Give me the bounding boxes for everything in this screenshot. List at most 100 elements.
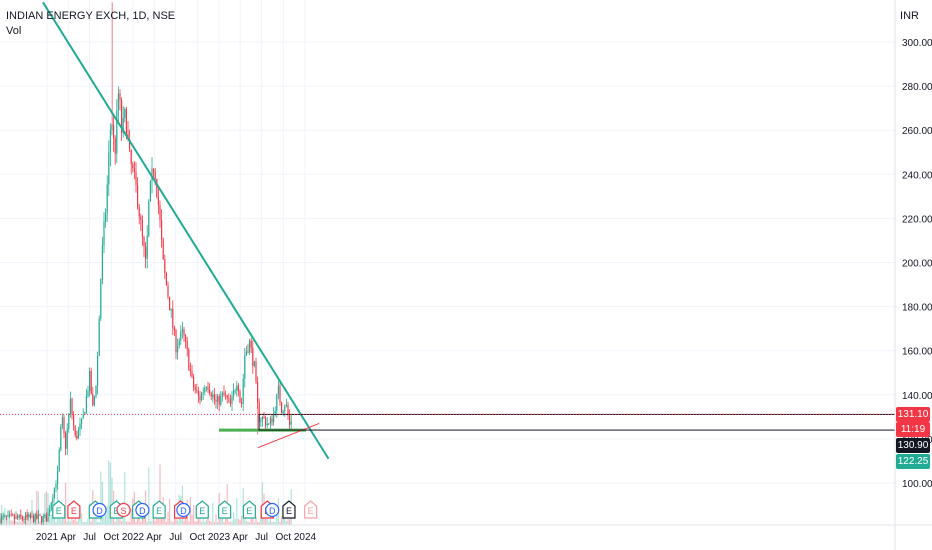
volume-bar: [196, 521, 198, 525]
candle-body: [73, 414, 75, 426]
candle-body: [207, 386, 209, 390]
candle-body: [167, 285, 169, 298]
volume-bar: [193, 505, 195, 525]
candle-body: [170, 308, 172, 311]
candle-body: [29, 514, 31, 518]
candle-body: [97, 355, 99, 386]
candle-body: [9, 514, 11, 516]
candle-body: [36, 513, 38, 519]
volume-bar: [7, 516, 9, 525]
support-price-tag: 122.25: [896, 454, 930, 469]
candle-body: [276, 393, 278, 412]
volume-bar: [188, 521, 190, 525]
volume-bar: [151, 520, 153, 525]
volume-bar: [191, 514, 193, 525]
event-flag: [52, 500, 66, 519]
event-label: D: [139, 506, 146, 516]
candle-body: [138, 206, 140, 217]
candle-body: [28, 514, 30, 518]
grid-layer: [0, 0, 895, 525]
candle-body: [258, 402, 260, 422]
volume-bar: [127, 521, 129, 525]
candle-body: [148, 201, 150, 236]
candle-body: [266, 423, 268, 426]
candle-body: [133, 168, 135, 172]
volume-bar: [157, 513, 159, 525]
volume-bar: [17, 521, 19, 525]
candle-body: [135, 171, 137, 185]
x-tick-label: Jul: [255, 532, 268, 543]
candle-body: [100, 279, 102, 319]
symbol-title[interactable]: INDIAN ENERGY EXCH, 1D, NSE: [6, 10, 176, 22]
volume-bar: [249, 521, 251, 525]
x-tick-label: Apr: [146, 532, 162, 543]
candle-body: [229, 398, 231, 404]
event-flag: [218, 500, 232, 519]
volume-bar: [20, 521, 22, 525]
candle-body: [185, 335, 187, 341]
candle-body: [172, 308, 174, 328]
candle-body: [281, 402, 283, 414]
candle-body: [111, 124, 113, 131]
event-marker: E: [152, 500, 166, 519]
candle-body: [233, 390, 235, 397]
volume-bar: [258, 521, 260, 525]
candle-body: [236, 385, 238, 391]
event-marker: E: [282, 500, 296, 519]
last-price-tag: 131.10: [896, 407, 930, 422]
candle-body: [269, 418, 271, 424]
volume-bar: [84, 521, 86, 525]
candle-body: [289, 415, 291, 425]
volume-bar: [281, 516, 283, 525]
candle-body: [37, 514, 39, 519]
candle-body: [137, 184, 139, 207]
volume-bar: [253, 521, 255, 525]
volume-bar: [271, 521, 273, 525]
countdown-tag: 11:19: [896, 422, 930, 437]
candle-body: [157, 197, 159, 206]
candle-body: [132, 163, 134, 169]
volume-bar: [85, 521, 87, 525]
currency-label[interactable]: INR: [900, 10, 919, 22]
candle-body: [39, 514, 41, 516]
volume-bar: [18, 520, 20, 525]
volume-bar: [215, 514, 217, 525]
volume-bar: [97, 521, 99, 525]
candle-body: [18, 514, 20, 518]
candle-body: [282, 411, 284, 414]
volume-bar: [50, 514, 52, 525]
volume-bar: [5, 517, 7, 525]
volume-bar: [154, 521, 156, 525]
candle-body: [241, 402, 243, 404]
candle-body: [143, 236, 145, 247]
candle-body: [0, 518, 1, 523]
volume-bar: [100, 471, 102, 525]
candle-body: [93, 396, 95, 406]
event-marker: E: [218, 500, 232, 519]
volume-bar: [231, 520, 233, 525]
volume-bar: [69, 521, 71, 525]
y-tick-label: 300.00: [902, 38, 932, 49]
volume-bar: [268, 521, 270, 525]
candle-body: [33, 515, 35, 523]
candle-body: [237, 385, 239, 392]
volume-bar: [159, 464, 161, 525]
candle-body: [45, 514, 47, 522]
x-tick-label: Oct: [190, 532, 206, 543]
candle-body: [191, 371, 193, 377]
candle-body: [23, 519, 25, 520]
candle-body: [252, 347, 254, 367]
candle-body: [125, 108, 127, 134]
candle-body: [1, 516, 3, 523]
candle-body: [57, 470, 59, 485]
candle-body: [247, 351, 249, 353]
candle-body: [173, 327, 175, 331]
candle-body: [257, 381, 259, 403]
volume-label[interactable]: Vol: [6, 25, 22, 37]
candle-body: [119, 93, 121, 101]
candle-body: [218, 396, 220, 405]
candle-body: [145, 246, 147, 259]
volume-bar: [247, 521, 249, 525]
